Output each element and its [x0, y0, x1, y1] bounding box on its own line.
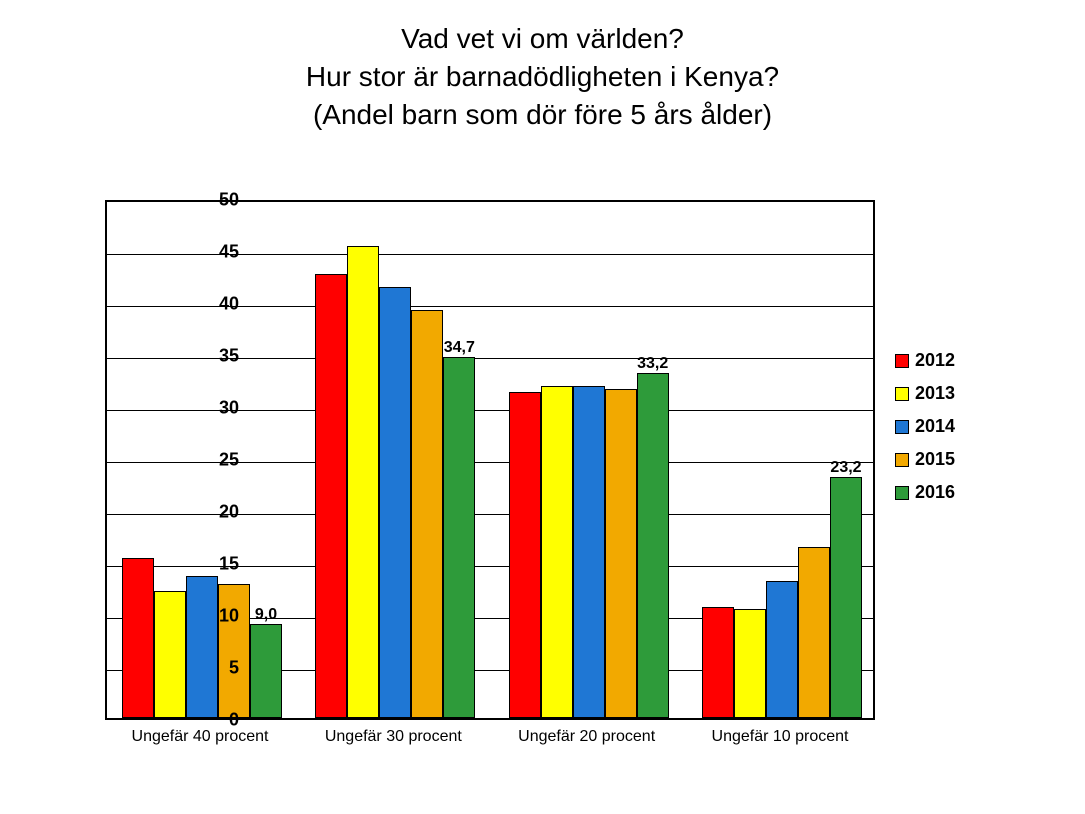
bar-value-label: 34,7 [429, 339, 489, 357]
legend: 2012 2013 2014 2015 2016 [895, 350, 955, 515]
y-tick-label: 30 [199, 398, 239, 419]
title-line-2: Hur stor är barnadödligheten i Kenya? [0, 58, 1085, 96]
legend-item: 2016 [895, 482, 955, 503]
legend-item: 2015 [895, 449, 955, 470]
bar [250, 624, 282, 718]
x-tick-label: Ungefär 20 procent [518, 728, 655, 746]
bar [154, 591, 186, 718]
bar [347, 246, 379, 718]
bar [315, 274, 347, 718]
bar-value-label: 33,2 [623, 355, 683, 373]
bar [411, 310, 443, 718]
bar-value-label: 23,2 [816, 459, 876, 477]
legend-swatch [895, 354, 909, 368]
x-tick-label: Ungefär 10 procent [712, 728, 849, 746]
legend-label: 2012 [915, 350, 955, 371]
legend-item: 2014 [895, 416, 955, 437]
legend-label: 2013 [915, 383, 955, 404]
y-tick-label: 45 [199, 242, 239, 263]
bar [830, 477, 862, 718]
legend-label: 2016 [915, 482, 955, 503]
legend-label: 2015 [915, 449, 955, 470]
bar [379, 287, 411, 718]
y-tick-label: 40 [199, 294, 239, 315]
legend-swatch [895, 486, 909, 500]
y-tick-label: 15 [199, 554, 239, 575]
legend-swatch [895, 420, 909, 434]
legend-swatch [895, 387, 909, 401]
y-tick-label: 35 [199, 346, 239, 367]
bar [218, 584, 250, 718]
bar [798, 547, 830, 718]
bar [509, 392, 541, 718]
bar [443, 357, 475, 718]
legend-item: 2012 [895, 350, 955, 371]
bar [734, 609, 766, 718]
x-tick-label: Ungefär 30 procent [325, 728, 462, 746]
bar [541, 386, 573, 718]
x-tick-label: Ungefär 40 procent [132, 728, 269, 746]
chart-title: Vad vet vi om världen? Hur stor är barna… [0, 0, 1085, 133]
legend-item: 2013 [895, 383, 955, 404]
bar [702, 607, 734, 718]
bar-value-label: 9,0 [236, 606, 296, 624]
title-line-3: (Andel barn som dör före 5 års ålder) [0, 96, 1085, 134]
chart-container: 9,034,733,223,2 20122013201420152016 051… [75, 200, 1015, 770]
title-line-1: Vad vet vi om världen? [0, 20, 1085, 58]
bar [186, 576, 218, 718]
y-tick-label: 5 [199, 658, 239, 679]
legend-label: 2014 [915, 416, 955, 437]
bar [573, 386, 605, 718]
y-tick-label: 10 [199, 606, 239, 627]
legend-swatch [895, 453, 909, 467]
bar [605, 389, 637, 718]
y-tick-label: 50 [199, 190, 239, 211]
bar [122, 558, 154, 718]
bar [637, 373, 669, 718]
y-tick-label: 20 [199, 502, 239, 523]
bar [766, 581, 798, 718]
y-tick-label: 25 [199, 450, 239, 471]
